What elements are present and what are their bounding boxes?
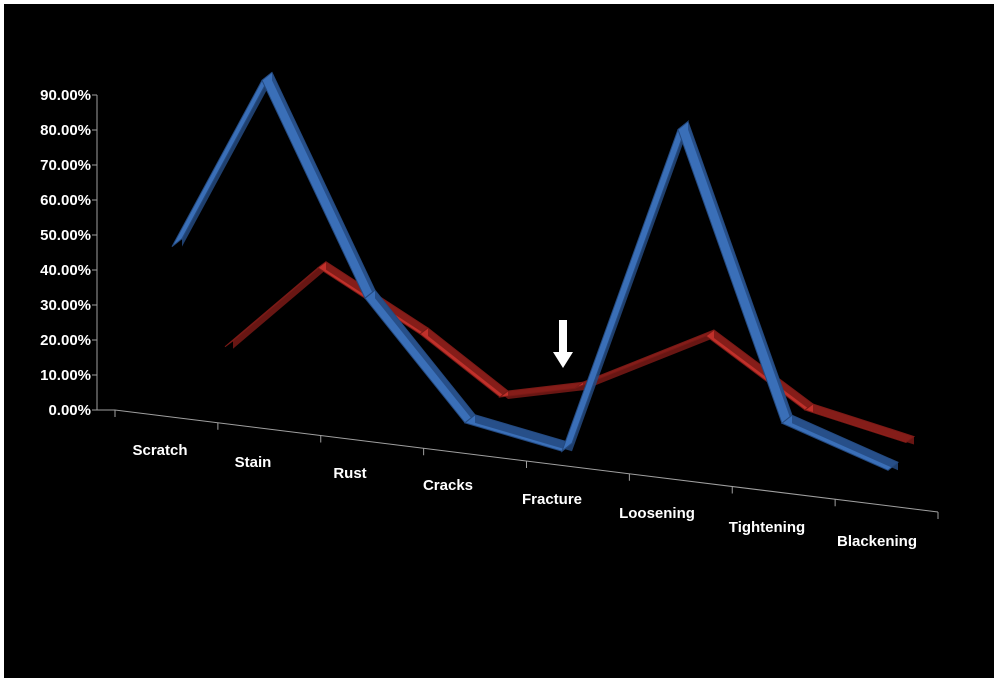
x-tick-label: Rust: [333, 465, 366, 482]
ribbon-side: [272, 72, 375, 299]
chart-background: [4, 4, 994, 678]
ribbon-side: [508, 382, 583, 399]
annotation: [553, 320, 573, 368]
x-tick-label: Cracks: [423, 477, 473, 494]
down-arrow-icon: [553, 352, 573, 368]
ribbon-segment: [171, 71, 273, 248]
y-tick-label: 0.00%: [48, 402, 91, 419]
y-tick-label: 10.00%: [40, 367, 91, 384]
ribbon-segment: [261, 71, 376, 299]
y-tick-label: 60.00%: [40, 192, 91, 209]
ribbon-side: [813, 404, 914, 445]
x-tick-label: Fracture: [522, 491, 582, 508]
x-tick-label: Blackening: [837, 533, 917, 550]
ribbon-segment: [677, 120, 793, 425]
ribbon-side: [428, 328, 508, 399]
x-tick-label: Tightening: [729, 519, 805, 536]
ribbon-segment: [224, 261, 327, 348]
y-tick-label: 50.00%: [40, 227, 91, 244]
axes: [92, 94, 939, 519]
ribbon-side: [572, 121, 688, 452]
y-tick-label: 30.00%: [40, 297, 91, 314]
ribbon-segment: [560, 120, 690, 453]
ribbon-side: [792, 415, 898, 471]
y-tick-label: 40.00%: [40, 262, 91, 279]
x-tick-label: Loosening: [619, 505, 695, 522]
y-tick-label: 90.00%: [40, 87, 91, 104]
x-tick-label: Scratch: [132, 442, 187, 459]
y-tick-label: 20.00%: [40, 332, 91, 349]
ribbon-side: [233, 261, 326, 349]
ribbon-side: [475, 414, 572, 452]
series-blue: [171, 71, 899, 471]
down-arrow-shaft: [559, 320, 567, 354]
ribbon-side: [182, 72, 272, 247]
ribbon-side: [688, 121, 792, 424]
y-tick-label: 80.00%: [40, 122, 91, 139]
y-tick-label: 70.00%: [40, 157, 91, 174]
series-front: [171, 71, 899, 471]
ribbon-side: [583, 330, 714, 391]
labels: 0.00% 10.00% 20.00% 30.00% 40.00% 50.00% 60.00…: [40, 87, 917, 550]
x-tick-label: Stain: [235, 454, 272, 471]
ribbon-side: [375, 290, 475, 423]
